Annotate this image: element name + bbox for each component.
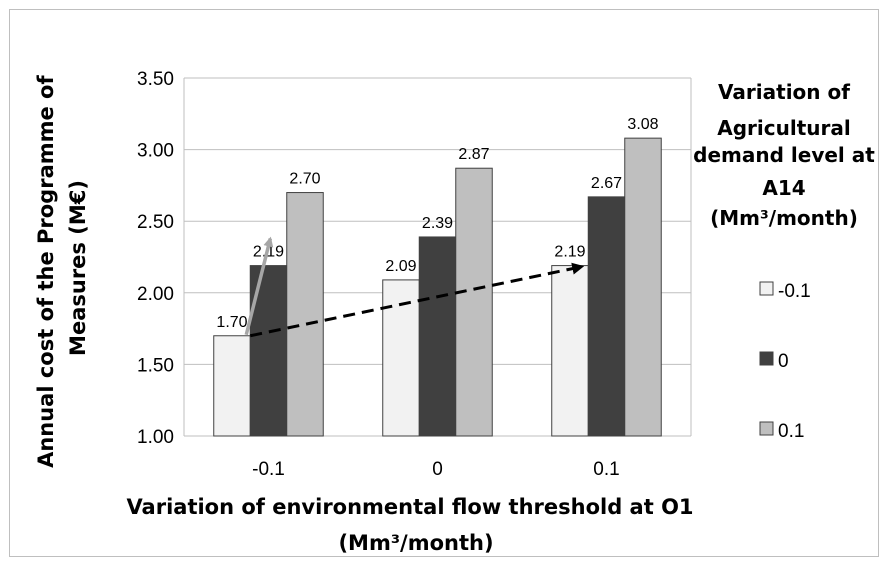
y-tick-label: 1.00 (137, 427, 174, 448)
bar-0-series-0 (418, 236, 457, 437)
legend-title-line-4: A14 (762, 176, 805, 200)
legend: Variation of Agricultural demand level a… (693, 80, 875, 442)
data-label: 2.19 (554, 244, 585, 261)
x-tick-label: 0 (432, 459, 443, 480)
bar-0.1-series-0 (587, 196, 626, 437)
legend-items: -0.1 0 0.1 (759, 281, 811, 442)
legend-title-line-1: Variation of (718, 80, 850, 104)
data-label: 2.39 (422, 215, 453, 232)
bar-0.1-series-0.1 (624, 137, 662, 437)
bars (213, 137, 662, 437)
y-tick-label: 2.00 (137, 284, 174, 305)
x-axis-title-line-1: Variation of environmental flow threshol… (126, 495, 693, 519)
y-tick-label: 1.50 (137, 355, 174, 376)
y-axis-title-line-2: Measures (M€) (66, 180, 90, 356)
legend-title-line-3: demand level at (693, 143, 875, 167)
y-tick-label: 2.50 (137, 212, 174, 233)
bar-0-series-0.1 (455, 167, 493, 437)
x-axis-ticks: -0.1 0 0.1 (252, 459, 620, 480)
data-label: 2.87 (458, 146, 489, 163)
legend-label-0: 0 (778, 351, 789, 372)
y-tick-label: 3.00 (137, 141, 174, 162)
bar--0.1-series-0.1 (286, 192, 324, 437)
data-label: 3.08 (627, 116, 658, 133)
annotation-arrow-solid (244, 236, 274, 336)
y-axis-title: Annual cost of the Programme of Measures… (34, 68, 90, 468)
legend-swatch-0 (759, 351, 774, 366)
annotation-arrows (244, 236, 585, 338)
y-tick-label: 3.50 (137, 69, 174, 90)
legend-title-line-2: Agricultural (717, 116, 850, 140)
bar--0.1-series--0.1 (213, 335, 251, 437)
bar-0.1-series--0.1 (551, 265, 589, 437)
data-label: 2.67 (591, 175, 622, 192)
legend-label-0.1: 0.1 (778, 421, 804, 442)
y-axis-ticks: 1.00 1.50 2.00 2.50 3.00 3.50 (137, 69, 174, 448)
data-labels: 1.702.192.702.092.392.872.192.673.08 (216, 116, 658, 331)
legend-swatch--0.1 (759, 281, 774, 296)
x-tick-label: -0.1 (252, 459, 285, 480)
data-label: 2.70 (289, 171, 320, 188)
y-axis-title-line-1: Annual cost of the Programme of (34, 75, 58, 468)
legend-label--0.1: -0.1 (778, 281, 811, 302)
x-axis-title-line-2: (Mm³/month) (338, 531, 493, 555)
legend-title-line-5: (Mm³/month) (710, 206, 858, 230)
x-tick-label: 0.1 (593, 459, 619, 480)
data-label: 2.09 (385, 258, 416, 275)
legend-swatch-0.1 (759, 421, 774, 436)
data-label: 1.70 (216, 314, 247, 331)
